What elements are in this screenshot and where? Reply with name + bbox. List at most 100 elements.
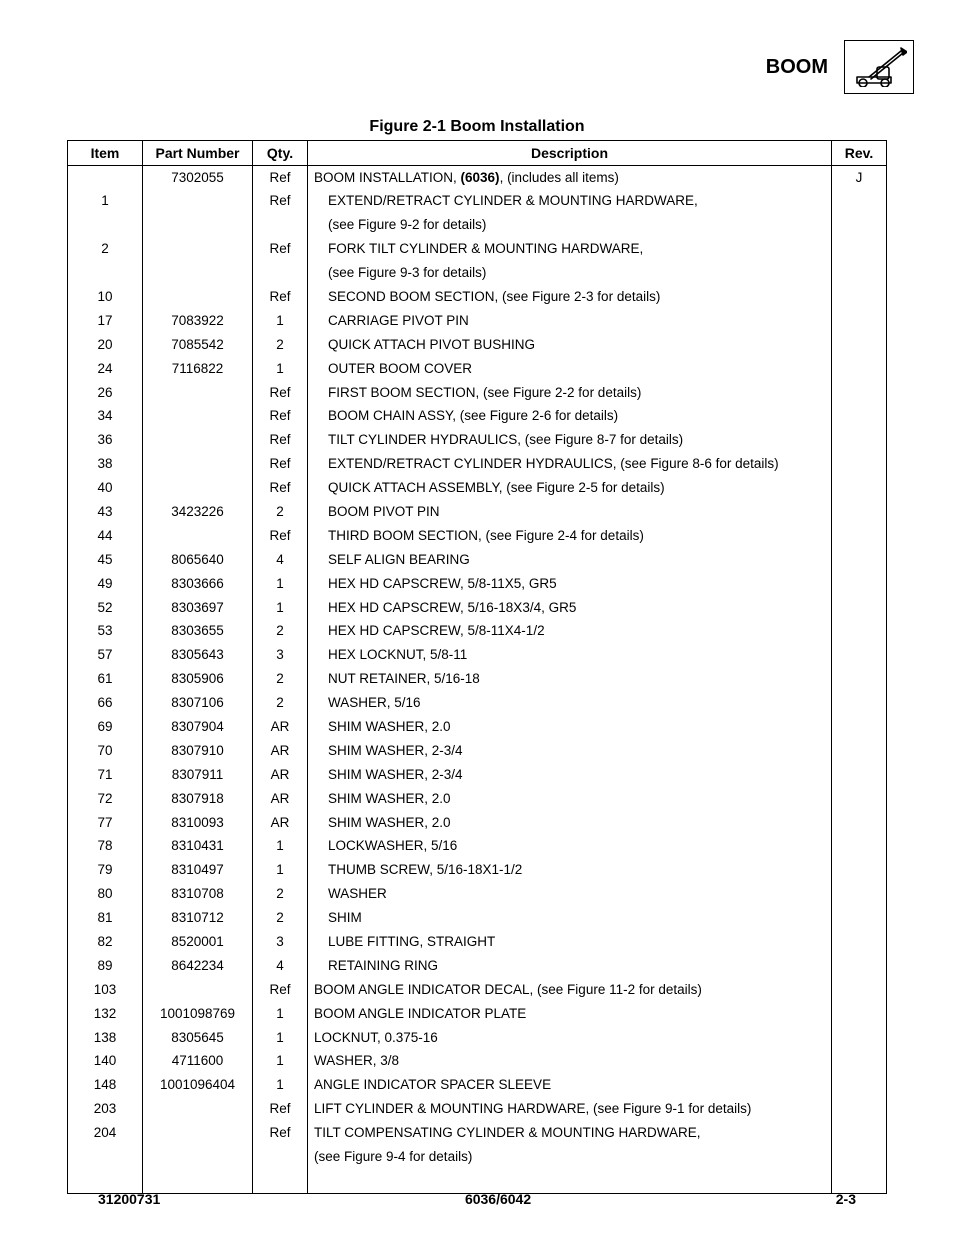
cell-part: 3423226 <box>143 500 253 524</box>
cell-desc: SHIM WASHER, 2-3/4 <box>308 739 832 763</box>
cell-desc: (see Figure 9-2 for details) <box>308 214 832 238</box>
cell-qty: Ref <box>253 190 308 214</box>
cell-part <box>143 429 253 453</box>
cell-desc: LOCKNUT, 0.375-16 <box>308 1026 832 1050</box>
cell-part: 8642234 <box>143 954 253 978</box>
cell-desc: HEX HD CAPSCREW, 5/8-11X5, GR5 <box>308 572 832 596</box>
cell-desc: BOOM ANGLE INDICATOR PLATE <box>308 1002 832 1026</box>
cell-desc: TILT COMPENSATING CYLINDER & MOUNTING HA… <box>308 1122 832 1146</box>
cell-desc: FIRST BOOM SECTION, (see Figure 2-2 for … <box>308 381 832 405</box>
cell-desc: SHIM WASHER, 2-3/4 <box>308 763 832 787</box>
figure-title: Figure 2-1 Boom Installation <box>40 118 914 136</box>
cell-qty: 3 <box>253 931 308 955</box>
cell-item: 77 <box>68 811 143 835</box>
cell-desc: NUT RETAINER, 5/16-18 <box>308 668 832 692</box>
table-row: 38RefEXTEND/RETRACT CYLINDER HYDRAULICS,… <box>68 453 887 477</box>
cell-item: 45 <box>68 548 143 572</box>
cell-desc: SHIM WASHER, 2.0 <box>308 715 832 739</box>
cell-rev <box>832 859 887 883</box>
cell-desc: ANGLE INDICATOR SPACER SLEEVE <box>308 1074 832 1098</box>
cell-desc: SECOND BOOM SECTION, (see Figure 2-3 for… <box>308 285 832 309</box>
cell-desc: (see Figure 9-4 for details) <box>308 1146 832 1170</box>
cell-desc: EXTEND/RETRACT CYLINDER & MOUNTING HARDW… <box>308 190 832 214</box>
cell-rev <box>832 500 887 524</box>
cell-part <box>143 190 253 214</box>
cell-rev: J <box>832 166 887 190</box>
cell-qty: Ref <box>253 166 308 190</box>
cell-item: 49 <box>68 572 143 596</box>
table-row: 6183059062NUT RETAINER, 5/16-18 <box>68 668 887 692</box>
cell-desc: CARRIAGE PIVOT PIN <box>308 309 832 333</box>
cell-rev <box>832 644 887 668</box>
cell-part: 8303697 <box>143 596 253 620</box>
table-row: 203RefLIFT CYLINDER & MOUNTING HARDWARE,… <box>68 1098 887 1122</box>
cell-part <box>143 285 253 309</box>
cell-desc: (see Figure 9-3 for details) <box>308 262 832 286</box>
table-row: 7302055RefBOOM INSTALLATION, (6036), (in… <box>68 166 887 190</box>
cell-desc: HEX HD CAPSCREW, 5/8-11X4-1/2 <box>308 620 832 644</box>
cell-qty: 1 <box>253 1026 308 1050</box>
cell-desc: BOOM PIVOT PIN <box>308 500 832 524</box>
table-row: 5383036552HEX HD CAPSCREW, 5/8-11X4-1/2 <box>68 620 887 644</box>
cell-desc: SHIM WASHER, 2.0 <box>308 811 832 835</box>
table-row: 34RefBOOM CHAIN ASSY, (see Figure 2-6 fo… <box>68 405 887 429</box>
table-row: (see Figure 9-2 for details) <box>68 214 887 238</box>
cell-rev <box>832 1098 887 1122</box>
cell-part: 8307911 <box>143 763 253 787</box>
cell-item: 78 <box>68 835 143 859</box>
cell-qty: 2 <box>253 333 308 357</box>
cell-item: 52 <box>68 596 143 620</box>
cell-desc: WASHER, 3/8 <box>308 1050 832 1074</box>
cell-rev <box>832 238 887 262</box>
cell-part: 8310431 <box>143 835 253 859</box>
cell-item: 26 <box>68 381 143 405</box>
cell-desc: QUICK ATTACH ASSEMBLY, (see Figure 2-5 f… <box>308 477 832 501</box>
col-header-desc: Description <box>308 141 832 166</box>
footer-left: 31200731 <box>98 1191 160 1207</box>
cell-rev <box>832 214 887 238</box>
cell-item <box>68 262 143 286</box>
header-title: BOOM <box>766 56 828 79</box>
cell-part <box>143 1146 253 1170</box>
cell-part: 7083922 <box>143 309 253 333</box>
cell-qty: AR <box>253 739 308 763</box>
table-row: 728307918ARSHIM WASHER, 2.0 <box>68 787 887 811</box>
cell-part: 8305643 <box>143 644 253 668</box>
cell-qty: Ref <box>253 524 308 548</box>
table-row: 2070855422QUICK ATTACH PIVOT BUSHING <box>68 333 887 357</box>
cell-part <box>143 1122 253 1146</box>
cell-qty: Ref <box>253 381 308 405</box>
cell-part: 8065640 <box>143 548 253 572</box>
table-row: 708307910ARSHIM WASHER, 2-3/4 <box>68 739 887 763</box>
cell-qty <box>253 214 308 238</box>
cell-item: 71 <box>68 763 143 787</box>
cell-part: 8307918 <box>143 787 253 811</box>
cell-part: 1001096404 <box>143 1074 253 1098</box>
cell-item: 44 <box>68 524 143 548</box>
cell-part <box>143 262 253 286</box>
cell-qty <box>253 262 308 286</box>
cell-desc: OUTER BOOM COVER <box>308 357 832 381</box>
cell-part: 7116822 <box>143 357 253 381</box>
cell-part <box>143 978 253 1002</box>
cell-item <box>68 214 143 238</box>
cell-part: 8307904 <box>143 715 253 739</box>
cell-rev <box>832 381 887 405</box>
cell-rev <box>832 1026 887 1050</box>
cell-rev <box>832 1050 887 1074</box>
page-header: BOOM <box>40 40 914 94</box>
cell-desc: HEX HD CAPSCREW, 5/16-18X3/4, GR5 <box>308 596 832 620</box>
cell-desc: BOOM CHAIN ASSY, (see Figure 2-6 for det… <box>308 405 832 429</box>
table-row: (see Figure 9-3 for details) <box>68 262 887 286</box>
cell-item: 203 <box>68 1098 143 1122</box>
cell-desc: WASHER <box>308 883 832 907</box>
cell-item: 38 <box>68 453 143 477</box>
cell-qty: Ref <box>253 1098 308 1122</box>
cell-part: 4711600 <box>143 1050 253 1074</box>
cell-desc: SHIM WASHER, 2.0 <box>308 787 832 811</box>
cell-qty: Ref <box>253 978 308 1002</box>
table-row: 8183107122SHIM <box>68 907 887 931</box>
cell-item: 2 <box>68 238 143 262</box>
cell-qty: Ref <box>253 238 308 262</box>
col-header-rev: Rev. <box>832 141 887 166</box>
